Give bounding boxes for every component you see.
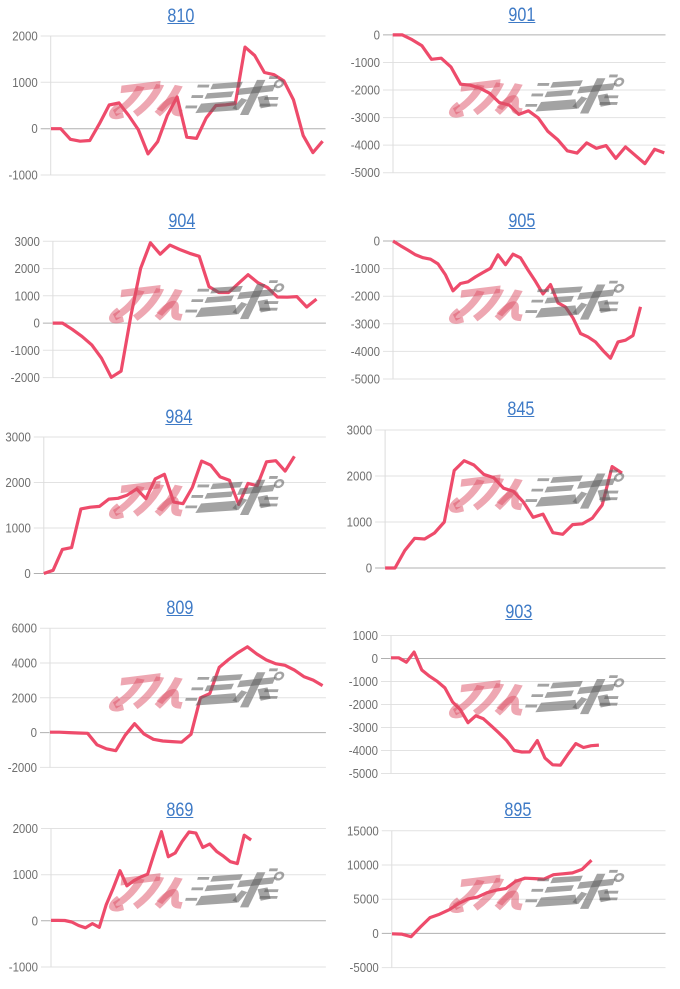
svg-text:-2000: -2000 [349, 697, 378, 712]
svg-text:15000: 15000 [347, 824, 379, 839]
svg-text:0: 0 [32, 914, 39, 929]
svg-text:2000: 2000 [12, 29, 38, 44]
svg-text:1000: 1000 [353, 628, 379, 643]
svg-text:1000: 1000 [13, 868, 39, 883]
svg-text:-1000: -1000 [349, 674, 378, 689]
svg-text:-2000: -2000 [8, 760, 37, 775]
svg-text:-5000: -5000 [349, 766, 378, 781]
svg-text:6000: 6000 [12, 621, 38, 636]
svg-text:3000: 3000 [5, 430, 31, 445]
svg-text:1000: 1000 [5, 521, 31, 536]
svg-text:3000: 3000 [347, 423, 373, 438]
svg-text:-1000: -1000 [9, 960, 38, 975]
svg-text:0: 0 [24, 566, 31, 581]
svg-text:-2000: -2000 [11, 370, 40, 385]
svg-text:-3000: -3000 [351, 110, 380, 125]
svg-text:2000: 2000 [5, 475, 31, 490]
svg-text:-1000: -1000 [351, 261, 380, 276]
svg-text:1000: 1000 [12, 75, 38, 90]
svg-text:-4000: -4000 [351, 344, 380, 359]
svg-text:-5000: -5000 [351, 166, 380, 181]
svg-text:0: 0 [366, 561, 373, 576]
svg-text:1000: 1000 [347, 515, 373, 530]
svg-text:1000: 1000 [14, 289, 40, 304]
svg-text:-1000: -1000 [8, 168, 37, 183]
svg-text:10000: 10000 [347, 858, 379, 873]
svg-text:-2000: -2000 [351, 83, 380, 98]
svg-text:0: 0 [34, 316, 41, 331]
svg-text:0: 0 [31, 122, 38, 137]
svg-text:3000: 3000 [14, 234, 40, 249]
svg-text:4000: 4000 [12, 656, 38, 671]
svg-text:0: 0 [372, 651, 379, 666]
svg-text:-4000: -4000 [349, 743, 378, 758]
svg-text:-3000: -3000 [351, 317, 380, 332]
svg-text:-5000: -5000 [350, 960, 379, 975]
svg-text:-3000: -3000 [349, 720, 378, 735]
svg-text:-1000: -1000 [11, 343, 40, 358]
svg-text:-5000: -5000 [351, 372, 380, 387]
svg-text:2000: 2000 [347, 469, 373, 484]
svg-text:-4000: -4000 [351, 138, 380, 153]
svg-text:-2000: -2000 [351, 289, 380, 304]
svg-text:5000: 5000 [353, 892, 379, 907]
svg-text:0: 0 [374, 234, 381, 249]
svg-text:0: 0 [374, 28, 381, 43]
svg-text:0: 0 [372, 926, 379, 941]
svg-text:2000: 2000 [13, 821, 39, 836]
svg-text:0: 0 [31, 725, 38, 740]
svg-text:2000: 2000 [12, 691, 38, 706]
svg-text:-1000: -1000 [351, 55, 380, 70]
svg-text:2000: 2000 [14, 261, 40, 276]
